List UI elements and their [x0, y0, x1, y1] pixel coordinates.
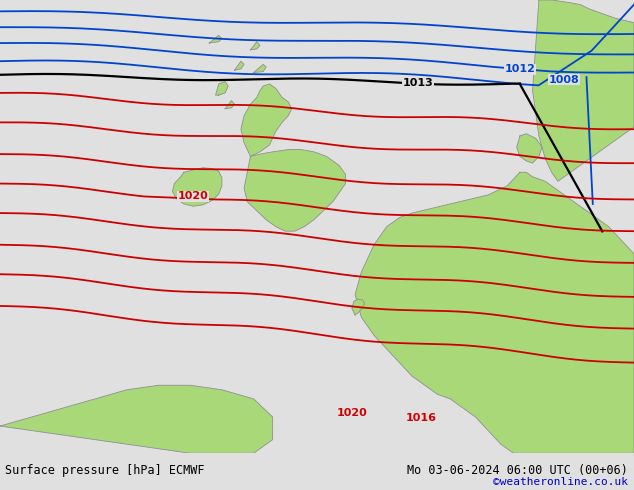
- Polygon shape: [0, 385, 273, 453]
- Text: Surface pressure [hPa] ECMWF: Surface pressure [hPa] ECMWF: [5, 464, 205, 477]
- Text: ©weatheronline.co.uk: ©weatheronline.co.uk: [493, 477, 628, 487]
- Text: 1016: 1016: [406, 413, 437, 423]
- Polygon shape: [355, 172, 634, 453]
- Text: 1020: 1020: [337, 408, 367, 418]
- Text: 1012: 1012: [505, 64, 535, 74]
- Text: 1020: 1020: [178, 192, 209, 201]
- Polygon shape: [172, 168, 222, 206]
- Polygon shape: [533, 0, 634, 181]
- Polygon shape: [209, 35, 222, 43]
- Polygon shape: [225, 100, 235, 109]
- Text: 1013: 1013: [403, 78, 434, 88]
- Text: Mo 03-06-2024 06:00 UTC (00+06): Mo 03-06-2024 06:00 UTC (00+06): [407, 464, 628, 477]
- Polygon shape: [254, 64, 266, 73]
- Polygon shape: [235, 61, 244, 70]
- Polygon shape: [517, 134, 542, 163]
- Polygon shape: [244, 149, 346, 231]
- Polygon shape: [250, 42, 260, 50]
- Polygon shape: [216, 82, 228, 95]
- Polygon shape: [241, 84, 292, 156]
- Polygon shape: [352, 299, 365, 315]
- Text: 1008: 1008: [549, 74, 579, 85]
